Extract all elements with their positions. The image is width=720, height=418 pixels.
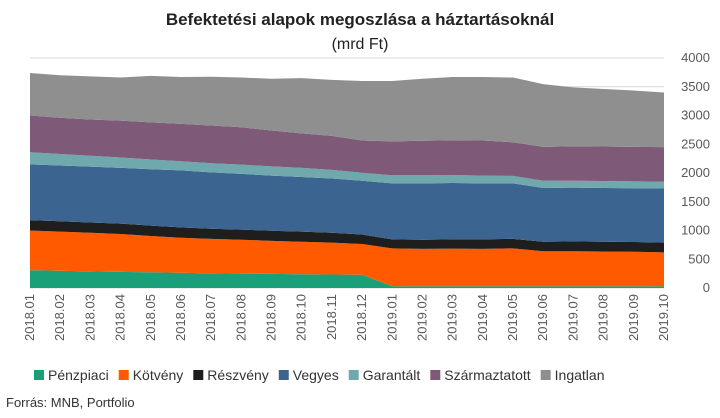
legend-swatch [348,370,359,380]
x-tick-label: 2018.01 [22,294,37,341]
legend-swatch [193,370,204,380]
x-tick-label: 2019.04 [475,294,490,341]
y-tick-label: 3500 [681,79,710,94]
x-tick-label: 2018.07 [203,294,218,341]
area-series-1 [30,270,664,288]
x-tick-label: 2018.11 [324,294,339,340]
area-series-3 [30,220,664,253]
legend-label: Pénzpiaci [48,367,109,383]
legend-label: Kötvény [133,367,184,383]
area-series-6 [30,115,664,182]
x-tick-label: 2018.10 [294,294,309,341]
legend-label: Származtatott [444,367,530,383]
area-series-2 [30,230,664,287]
x-axis-ticks: 2018.01 2018.02 2018.03 2018.04 2018.05 2018.… [22,294,671,341]
legend: Pénzpiaci Kötvény Részvény Vegyes Garantált S… [34,367,605,383]
x-tick-label: 2019.08 [596,294,611,341]
x-tick-label: 2018.09 [264,294,279,341]
legend-label: Részvény [207,367,268,383]
y-tick-label: 4000 [681,50,710,65]
x-tick-label: 2019.09 [626,294,641,341]
legend-label: Garantált [363,367,421,383]
area-series-7 [30,72,664,148]
legend-swatch [34,370,44,380]
x-tick-label: 2018.06 [173,294,188,341]
y-tick-label: 3000 [681,108,710,123]
x-tick-label: 2019.05 [505,294,520,341]
source-note: Forrás: MNB, Portfolio [6,395,135,410]
x-tick-label: 2019.07 [565,294,580,341]
y-axis-ticks: 0 500 1000 1500 2000 2500 3000 3500 4000 [681,50,710,295]
y-tick-label: 1500 [681,194,710,209]
x-tick-label: 2019.01 [384,294,399,341]
legend-label: Vegyes [293,367,339,383]
legend-swatch [430,370,441,380]
x-tick-label: 2019.02 [414,294,429,341]
x-tick-label: 2018.03 [82,294,97,341]
y-tick-label: 2000 [681,165,710,180]
y-tick-label: 2500 [681,136,710,151]
chart-title: Befektetési alapok megoszlása a háztartá… [166,10,554,29]
x-tick-label: 2018.04 [113,294,128,341]
area-series-5 [30,152,664,189]
legend-swatch [118,370,129,380]
x-tick-label: 2018.05 [143,294,158,341]
legend-swatch [540,370,551,380]
x-tick-label: 2019.03 [445,294,460,341]
area-series-4 [30,164,664,243]
area-series-group [30,72,664,288]
x-tick-label: 2019.06 [535,294,550,341]
y-tick-label: 1000 [681,223,710,238]
y-tick-label: 0 [703,280,710,295]
x-tick-label: 2018.08 [233,294,248,341]
x-tick-label: 2018.12 [354,294,369,341]
legend-label: Ingatlan [555,367,605,383]
x-tick-label: 2019.10 [656,294,671,341]
chart-subtitle: (mrd Ft) [332,36,389,53]
y-tick-label: 500 [688,251,710,266]
legend-swatch [278,370,289,380]
x-tick-label: 2018.02 [52,294,67,341]
